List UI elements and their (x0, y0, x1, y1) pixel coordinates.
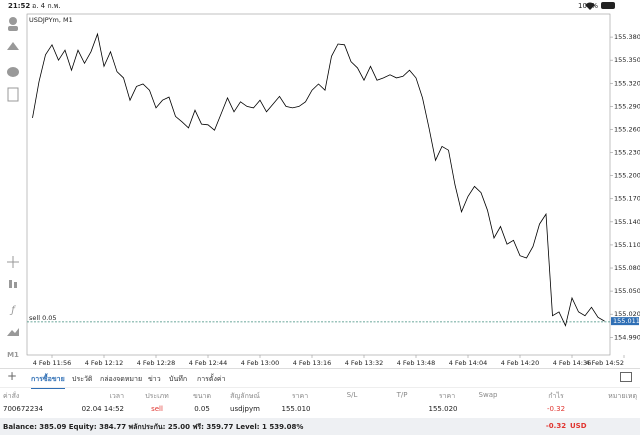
x-tick-label: 4 Feb 14:52 (585, 359, 624, 367)
status-date: อ. 4 ก.พ. (32, 2, 61, 10)
y-tick-label: 155.020 (614, 310, 640, 318)
footer-summary: Balance: 385.09 Equity: 384.77 พลักประกั… (3, 423, 304, 431)
order-label: sell 0.05 (29, 314, 57, 322)
x-tick-label: 4 Feb 14:20 (501, 359, 540, 367)
x-tick-label: 4 Feb 14:04 (449, 359, 488, 367)
left-toolbar: ƒ (7, 17, 19, 336)
y-tick-label: 155.050 (614, 287, 640, 295)
y-tick-label: 155.350 (614, 56, 640, 64)
x-tick-label: 4 Feb 13:16 (293, 359, 332, 367)
y-tick-label: 155.230 (614, 149, 640, 157)
function-icon[interactable]: ƒ (9, 305, 16, 316)
divider (0, 387, 640, 388)
column-header: สัญลักษณ์ (230, 392, 260, 400)
y-tick-label: 154.990 (614, 333, 640, 341)
column-header: ราคา (291, 392, 309, 400)
divider (0, 368, 640, 369)
crosshair-icon[interactable] (7, 256, 19, 268)
add-button[interactable]: + (7, 369, 18, 383)
y-tick-label: 155.200 (614, 172, 640, 180)
cell-volume: 0.05 (194, 405, 210, 413)
y-tick-label: 155.260 (614, 125, 640, 133)
plot-frame (26, 13, 611, 356)
column-header: S/L (346, 391, 358, 399)
candle-icon[interactable] (14, 282, 17, 288)
x-tick-label: 4 Feb 11:56 (33, 359, 72, 367)
tab[interactable]: การซื้อขาย (31, 374, 65, 389)
footer-bar (0, 418, 640, 435)
column-header: Swap (478, 391, 498, 399)
cell-type: sell (151, 405, 163, 413)
objects-icon[interactable] (7, 328, 19, 336)
candle-icon[interactable] (9, 280, 12, 288)
chat-icon[interactable] (7, 67, 19, 77)
wifi-icon (585, 2, 595, 10)
column-header: ขนาด (192, 392, 212, 400)
timeframe[interactable]: M1 (7, 351, 19, 359)
x-tick-label: 4 Feb 14:36 (553, 359, 592, 367)
cell-price: 155.010 (281, 405, 311, 413)
chart-screen: 21:52 อ. 4 ก.พ. 100% ƒ M1 USDJPYm, M1 15… (7, 2, 640, 367)
column-header: ราคา (438, 392, 456, 400)
column-header: กำไร (548, 392, 564, 400)
column-header: ค่าสั่ง (3, 392, 20, 400)
x-tick-label: 4 Feb 13:00 (241, 359, 280, 367)
cell-current-price: 155.020 (428, 405, 458, 413)
x-tick-label: 4 Feb 13:48 (397, 359, 436, 367)
cell-order: 700672234 (3, 405, 44, 413)
footer-profit: -0.32 (545, 422, 567, 430)
column-header: หมายเหตุ (608, 392, 637, 400)
x-tick-label: 4 Feb 12:44 (189, 359, 228, 367)
price-marker (611, 317, 639, 326)
tab[interactable]: ประวัติ (72, 375, 93, 383)
status-time: 21:52 (8, 2, 30, 10)
price-marker-label: 155.011 (613, 317, 640, 325)
chart-title: USDJPYm, M1 (29, 16, 73, 24)
price-line (32, 32, 605, 327)
footer-currency: USD (570, 422, 587, 430)
tab[interactable]: ข่าว (148, 375, 161, 383)
y-tick-label: 155.170 (614, 195, 640, 203)
add-icon[interactable] (7, 87, 19, 102)
account-icon-body[interactable] (8, 26, 18, 31)
y-tick-label: 155.140 (614, 218, 640, 226)
layout-button[interactable] (620, 372, 632, 382)
trade-icon[interactable] (7, 42, 19, 50)
tab[interactable]: บันทึก (169, 375, 188, 383)
y-tick-label: 155.080 (614, 264, 640, 272)
y-tick-label: 155.110 (614, 241, 640, 249)
x-tick-label: 4 Feb 12:12 (85, 359, 124, 367)
cell-symbol: usdjpym (230, 405, 260, 413)
column-header: ประเภท (145, 392, 169, 400)
tab[interactable]: การตั้งค่า (197, 375, 226, 383)
x-tick-label: 4 Feb 12:28 (137, 359, 176, 367)
y-tick-label: 155.320 (614, 79, 640, 87)
y-tick-label: 155.380 (614, 33, 640, 41)
column-header: T/P (396, 391, 408, 399)
column-header: เวลา (109, 392, 124, 400)
y-tick-label: 155.290 (614, 102, 640, 110)
account-icon[interactable] (9, 17, 17, 25)
cell-profit: -0.32 (546, 405, 566, 413)
cell-time: 02.04 14:52 (81, 405, 124, 413)
battery-icon (601, 2, 615, 9)
tab[interactable]: กล่องจดหมาย (100, 375, 143, 383)
x-tick-label: 4 Feb 13:32 (345, 359, 384, 367)
